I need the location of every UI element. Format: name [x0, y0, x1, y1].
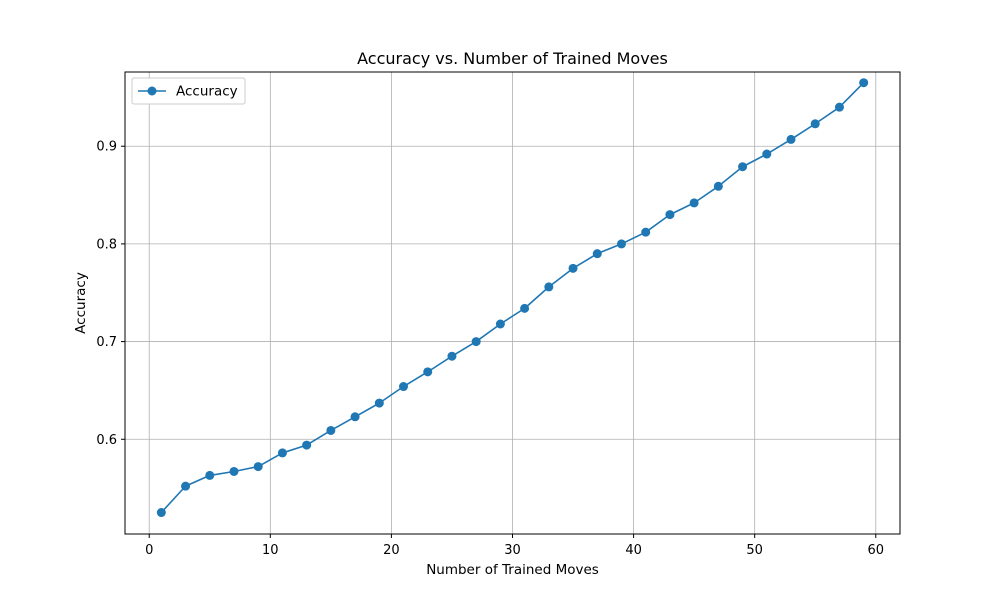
data-point — [762, 149, 772, 159]
data-point — [713, 181, 723, 191]
x-tick-label: 0 — [145, 543, 153, 558]
data-point — [544, 282, 554, 292]
data-point — [277, 448, 287, 458]
data-point — [786, 134, 796, 144]
data-point — [810, 119, 820, 129]
data-point — [205, 470, 215, 480]
x-tick-label: 30 — [504, 543, 521, 558]
data-point — [374, 398, 384, 408]
y-tick-label: 0.8 — [96, 237, 117, 252]
data-point — [641, 227, 651, 237]
series-line — [160, 82, 865, 514]
data-point — [834, 102, 844, 112]
data-point — [738, 162, 748, 172]
x-tick-label: 20 — [383, 543, 400, 558]
chart-title: Accuracy vs. Number of Trained Moves — [357, 49, 668, 68]
data-point — [689, 198, 699, 208]
data-point — [495, 319, 505, 329]
legend-box — [131, 77, 246, 105]
data-point — [592, 249, 602, 259]
x-tick-label: 50 — [746, 543, 763, 558]
legend-marker — [147, 86, 157, 96]
x-axis-label: Number of Trained Moves — [426, 562, 599, 578]
data-point — [350, 412, 360, 422]
data-point — [399, 382, 409, 392]
data-point — [423, 367, 433, 377]
data-point — [471, 337, 481, 347]
ticks: 0 10 20 30 40 50 60 0.6 0.7 0.8 0.9 — [96, 140, 884, 558]
series-layer — [156, 78, 869, 518]
data-point — [229, 466, 239, 476]
data-point — [665, 210, 675, 220]
legend: Accuracy — [131, 77, 246, 105]
data-point — [447, 351, 457, 361]
data-point — [520, 303, 530, 313]
data-point — [859, 78, 869, 88]
legend-label: Accuracy — [176, 84, 238, 100]
x-tick-label: 10 — [262, 543, 279, 558]
y-tick-label: 0.6 — [96, 433, 117, 448]
x-tick-label: 60 — [868, 543, 885, 558]
data-point — [253, 462, 263, 472]
data-point — [302, 440, 312, 450]
x-tick-label: 40 — [625, 543, 642, 558]
y-axis-label: Accuracy — [73, 272, 89, 334]
grid — [125, 72, 900, 534]
y-tick-label: 0.7 — [96, 335, 117, 350]
y-tick-label: 0.9 — [96, 140, 117, 155]
data-point — [568, 263, 578, 273]
data-point — [616, 239, 626, 249]
data-point — [181, 481, 191, 491]
data-point — [156, 508, 166, 518]
data-point — [326, 425, 336, 435]
